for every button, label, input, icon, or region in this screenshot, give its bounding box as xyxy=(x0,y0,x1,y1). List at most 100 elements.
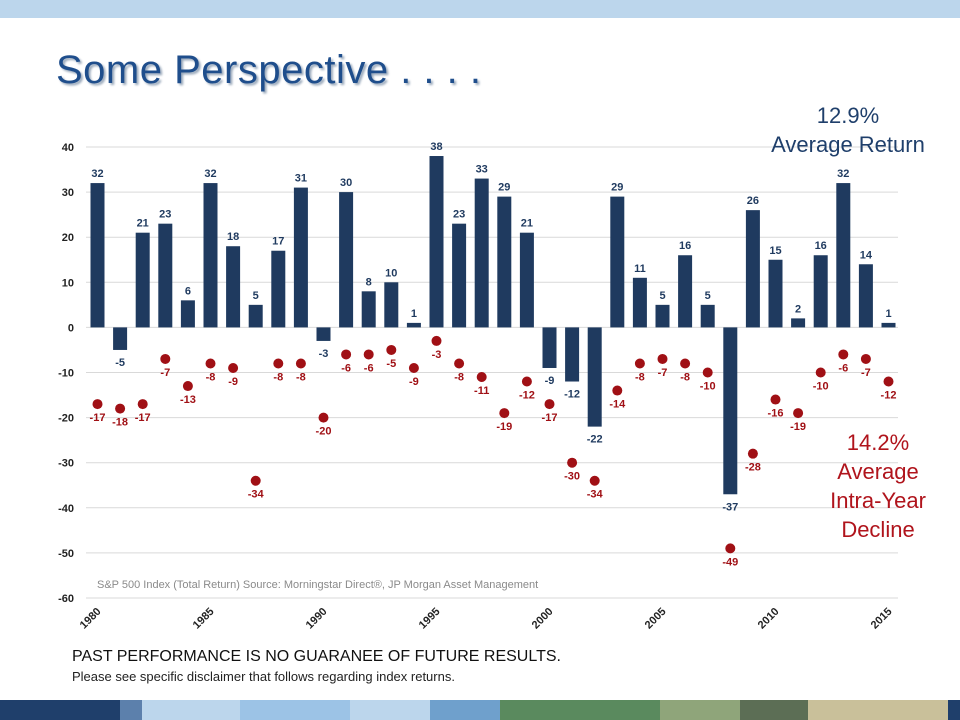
bar-value-label: 23 xyxy=(453,209,465,221)
bar-value-label: -9 xyxy=(545,375,555,387)
intra-year-decline-dot xyxy=(431,335,442,346)
bar xyxy=(361,291,376,328)
footer-segment xyxy=(142,700,240,720)
dot-value-label: -12 xyxy=(519,390,535,402)
dot-value-label: -19 xyxy=(496,421,512,433)
average-decline-line1: Average xyxy=(837,459,919,484)
bar xyxy=(519,232,534,328)
bar-value-label: 16 xyxy=(679,240,691,252)
top-band xyxy=(0,0,960,18)
intra-year-decline-dot xyxy=(363,349,374,360)
dot-value-label: -6 xyxy=(341,362,351,374)
bar-value-label: 5 xyxy=(253,290,259,302)
dot-value-label: -8 xyxy=(454,371,464,383)
bar xyxy=(587,327,602,427)
intra-year-decline-dot xyxy=(680,358,691,369)
bar-value-label: 2 xyxy=(795,303,801,315)
bar-value-label: 17 xyxy=(272,236,284,248)
intra-year-decline-dot xyxy=(702,367,713,378)
y-tick-label: 20 xyxy=(62,232,74,244)
bar xyxy=(316,327,331,341)
footer-segment xyxy=(350,700,430,720)
intra-year-decline-dot xyxy=(838,349,849,360)
bar xyxy=(791,318,806,328)
footer-color-bar xyxy=(0,700,960,720)
bar xyxy=(384,282,399,328)
average-decline-callout: 14.2% Average Intra-Year Decline xyxy=(808,428,948,544)
bar-value-label: 29 xyxy=(611,182,623,194)
footer-segment xyxy=(120,700,142,720)
dot-value-label: -8 xyxy=(296,371,306,383)
y-axis-ticks: 40 30 20 10 0 -10 -20 -30 -40 -50 -60 xyxy=(58,142,74,605)
footer-segment xyxy=(240,700,350,720)
bar xyxy=(203,183,218,328)
bar-value-label: -37 xyxy=(722,501,738,513)
intra-year-decline-dot xyxy=(318,412,329,423)
dot-value-label: -49 xyxy=(722,556,738,568)
disclaimer-heading: PAST PERFORMANCE IS NO GUARANEE OF FUTUR… xyxy=(72,648,561,665)
footer-segment xyxy=(660,700,740,720)
grid-layer xyxy=(86,146,898,599)
x-tick-label: 1985 xyxy=(191,606,217,632)
average-decline-line3: Decline xyxy=(841,517,915,542)
intra-year-decline-dot xyxy=(250,475,261,486)
bar-value-label: 1 xyxy=(885,308,891,320)
dot-value-label: -9 xyxy=(409,376,419,388)
bar-value-label: -3 xyxy=(319,348,329,360)
intra-year-decline-dot xyxy=(160,353,171,364)
bar-value-label: 23 xyxy=(159,209,171,221)
x-tick-label: 2010 xyxy=(756,606,782,632)
bar-value-label: -5 xyxy=(115,357,125,369)
bar-layer xyxy=(90,156,896,495)
dot-value-label: -8 xyxy=(206,371,216,383)
intra-year-decline-dot xyxy=(115,403,126,414)
intra-year-decline-dot xyxy=(860,353,871,364)
y-tick-label: -60 xyxy=(58,593,74,605)
dot-value-label: -7 xyxy=(658,367,668,379)
dot-value-label: -12 xyxy=(881,390,897,402)
intra-year-decline-dot xyxy=(341,349,352,360)
intra-year-decline-dot xyxy=(747,448,758,459)
x-tick-label: 1990 xyxy=(304,606,330,632)
footer-segment xyxy=(948,700,960,720)
average-return-label: Average Return xyxy=(771,132,925,157)
bar xyxy=(113,327,128,350)
bar-value-label: 21 xyxy=(521,218,533,230)
bar-value-label: 38 xyxy=(430,141,442,153)
dot-value-label: -17 xyxy=(135,412,151,424)
bar xyxy=(248,304,263,328)
dot-value-label: -34 xyxy=(587,489,604,501)
bar-value-label: 29 xyxy=(498,182,510,194)
bar-value-label: 31 xyxy=(295,173,307,185)
bar xyxy=(293,187,308,328)
intra-year-decline-dot xyxy=(567,457,578,468)
intra-year-decline-dot xyxy=(883,376,894,387)
bar xyxy=(90,183,105,328)
x-tick-label: 2000 xyxy=(530,606,556,632)
y-tick-label: -30 xyxy=(58,458,74,470)
dot-value-label: -19 xyxy=(790,421,806,433)
x-tick-label: 1980 xyxy=(78,606,104,632)
dot-value-label: -10 xyxy=(700,381,716,393)
intra-year-decline-dot xyxy=(634,358,645,369)
dot-value-label: -18 xyxy=(112,417,128,429)
footer-segment xyxy=(808,700,948,720)
y-tick-label: 30 xyxy=(62,187,74,199)
y-tick-label: -50 xyxy=(58,548,74,560)
bar xyxy=(497,196,512,328)
bar-value-label: -12 xyxy=(564,389,580,401)
bar-value-label: 32 xyxy=(91,168,103,180)
dot-value-label: -8 xyxy=(273,371,283,383)
bar xyxy=(339,192,354,328)
dot-label-layer: -17 -18 -17 -7 -13 -8 -9 -34 -8 -8 -20 -6 -6 -5 -9 -3 -8… xyxy=(90,349,897,568)
intra-year-decline-dot xyxy=(273,358,284,369)
dot-value-label: -8 xyxy=(680,371,690,383)
bar xyxy=(452,223,467,328)
bar-value-label: 21 xyxy=(137,218,149,230)
intra-year-decline-dot xyxy=(815,367,826,378)
intra-year-decline-dot xyxy=(295,358,306,369)
dot-value-label: -7 xyxy=(861,367,871,379)
footer-segment xyxy=(0,700,120,720)
average-decline-line2: Intra-Year xyxy=(830,488,926,513)
dot-value-label: -20 xyxy=(316,426,332,438)
